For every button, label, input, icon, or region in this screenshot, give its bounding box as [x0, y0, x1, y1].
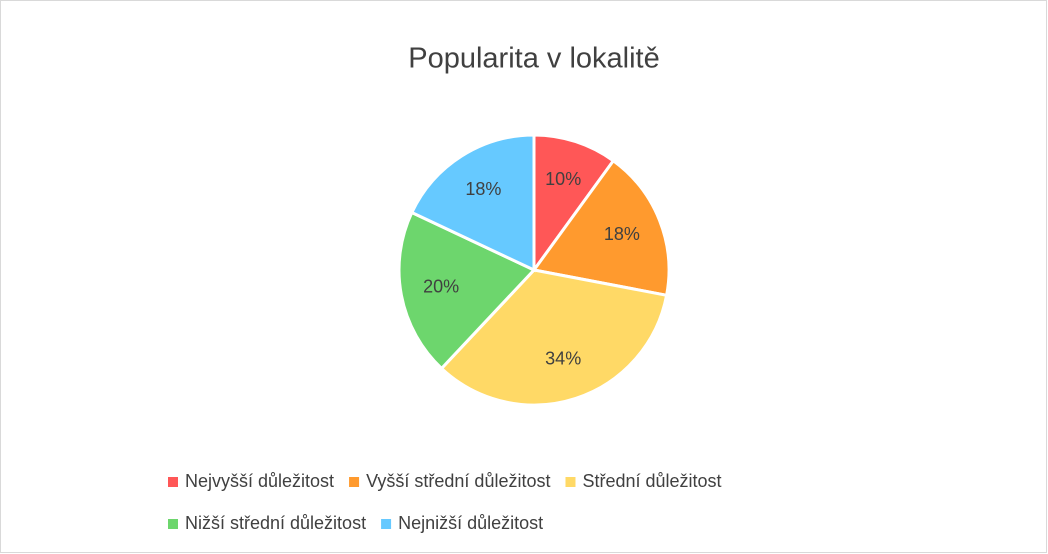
legend-swatch [381, 519, 392, 529]
legend-label: Vyšší střední důležitost [366, 471, 550, 491]
legend-swatch [168, 519, 178, 529]
legend-swatch [349, 477, 360, 487]
pie-slice [532, 133, 616, 275]
pie-slice [409, 133, 536, 273]
legend-label: Nejvyšší důležitost [185, 471, 334, 491]
data-label: 10% [545, 169, 581, 189]
data-label: 18% [465, 179, 501, 199]
data-label: 34% [545, 349, 581, 369]
legend-label: Nejnižší důležitost [398, 513, 543, 533]
legend-label: Nižší střední důležitost [185, 513, 366, 533]
pie-slice [531, 158, 671, 298]
data-label: 20% [423, 276, 459, 296]
legend-swatch [168, 477, 178, 487]
data-label: 18% [604, 224, 640, 244]
legend-label: Střední důležitost [582, 471, 721, 491]
pie-slice [397, 210, 537, 371]
pie-slice [439, 268, 669, 407]
chart-title: Popularita v lokalitě [408, 43, 659, 75]
legend-swatch [565, 477, 576, 487]
